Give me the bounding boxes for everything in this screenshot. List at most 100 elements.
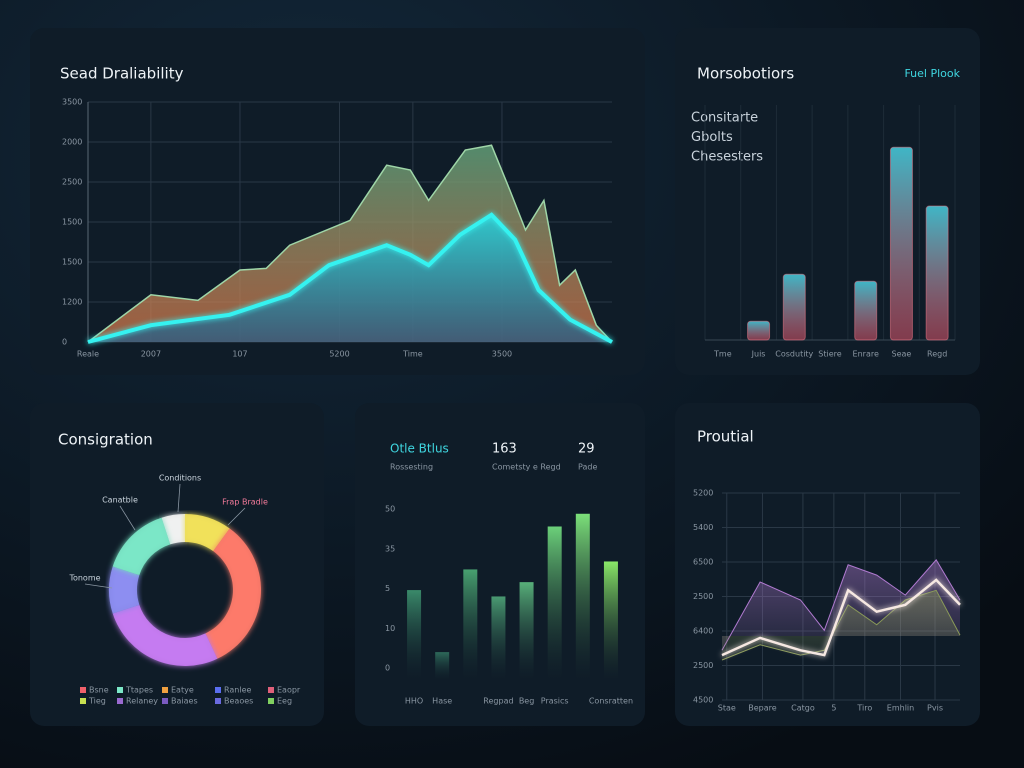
donut-segment <box>112 604 218 666</box>
legend-label: Tieg <box>88 697 106 706</box>
bar <box>575 513 590 680</box>
bar <box>603 561 618 680</box>
panel <box>355 403 645 726</box>
annotation: Conditions <box>159 474 201 483</box>
x-tick-label: HHO <box>405 697 423 706</box>
x-tick-label: 3500 <box>492 350 512 359</box>
legend-swatch <box>268 698 274 704</box>
series-line <box>721 578 961 657</box>
x-tick-label: Bepare <box>748 704 777 713</box>
x-tick-label: Cosdutity <box>775 350 813 359</box>
x-tick-label: 5 <box>831 704 836 713</box>
y-tick-label: 3500 <box>62 98 82 107</box>
x-tick-label: Tiro <box>856 704 872 713</box>
bar <box>747 320 771 341</box>
x-tick-label: Time <box>402 350 423 359</box>
y-tick-label: 4500 <box>693 696 713 705</box>
series-line <box>721 589 961 661</box>
chart-subtitle: Fuel Plook <box>904 67 960 80</box>
legend-label: Relaney <box>126 697 158 706</box>
y-tick-label: 0 <box>62 338 67 347</box>
legend-swatch <box>117 687 123 693</box>
y-tick-label: 6400 <box>693 627 713 636</box>
chart-title: Proutial <box>697 428 754 446</box>
legend-label: Baiaes <box>171 697 198 706</box>
y-tick-label: 2500 <box>693 592 713 601</box>
legend-label: Chesesters <box>691 150 763 165</box>
x-tick-label: 2007 <box>141 350 161 359</box>
legend-label: Ranlee <box>224 686 252 695</box>
series-line <box>87 144 613 343</box>
x-tick-label: 107 <box>232 350 247 359</box>
bar <box>519 582 534 680</box>
panel <box>30 403 324 726</box>
y-tick-label: 2000 <box>62 138 82 147</box>
bar <box>463 569 478 680</box>
kpi-sub: Rossesting <box>390 463 433 472</box>
kpi-sub: Cometsty e Regd <box>492 463 561 472</box>
annotation: Tonome <box>68 574 100 583</box>
x-tick-label: Beg <box>519 697 535 706</box>
chart-title: Morsobotiors <box>697 65 794 83</box>
donut-segment <box>205 528 261 659</box>
y-tick-label: 50 <box>385 505 395 514</box>
x-tick-label: Enrare <box>853 350 879 359</box>
legend-label: Gbolts <box>691 130 733 145</box>
x-tick-label: 5200 <box>329 350 349 359</box>
donut-segment <box>109 566 140 614</box>
x-tick-label: Prasics <box>541 697 569 706</box>
legend-swatch <box>162 687 168 693</box>
x-tick-label: Tme <box>713 350 732 359</box>
legend-label: Eeg <box>277 697 292 706</box>
kpi-sub: Pade <box>578 463 597 472</box>
x-tick-label: Reale <box>77 350 99 359</box>
x-tick-label: Stae <box>718 704 736 713</box>
legend-swatch <box>215 687 221 693</box>
bar <box>889 146 913 341</box>
legend-swatch <box>80 687 86 693</box>
bar <box>547 526 562 680</box>
legend-swatch <box>268 687 274 693</box>
kpi-label: Otle Btlus <box>390 442 449 456</box>
legend-label: Eatye <box>171 686 194 695</box>
y-tick-label: 1200 <box>62 298 82 307</box>
legend-swatch <box>80 698 86 704</box>
donut-segment <box>112 517 171 576</box>
x-tick-label: Consratten <box>589 697 633 706</box>
kpi-value: 29 <box>578 442 595 457</box>
x-tick-label: Pvis <box>927 704 943 713</box>
bar <box>435 652 450 680</box>
y-tick-label: 5200 <box>693 489 713 498</box>
chart-title: Sead Draliability <box>60 65 184 83</box>
annotation: Canatble <box>102 496 138 505</box>
x-tick-label: Emhlin <box>887 704 914 713</box>
bar <box>491 596 506 680</box>
bar <box>407 590 422 680</box>
x-tick-label: Stiere <box>818 350 841 359</box>
donut-segment <box>161 514 185 545</box>
y-tick-label: 5 <box>385 584 390 593</box>
bar <box>854 280 878 341</box>
area-fill <box>722 590 960 660</box>
y-tick-label: 1500 <box>62 258 82 267</box>
y-tick-label: 10 <box>385 624 395 633</box>
y-tick-label: 2500 <box>693 661 713 670</box>
legend-label: Bsne <box>89 686 109 695</box>
y-tick-label: 5400 <box>693 523 713 532</box>
x-tick-label: Juis <box>751 350 766 359</box>
y-tick-label: 35 <box>385 544 395 553</box>
legend-swatch <box>215 698 221 704</box>
series-line <box>721 559 961 651</box>
legend-label: Ttapes <box>125 686 153 695</box>
bar <box>925 205 949 341</box>
y-tick-label: 1500 <box>62 218 82 227</box>
chart-title: Consigration <box>58 431 153 449</box>
x-tick-label: Regd <box>927 350 947 359</box>
legend-swatch <box>162 698 168 704</box>
y-tick-label: 0 <box>385 664 390 673</box>
bar <box>782 273 806 341</box>
kpi-value: 163 <box>492 442 517 457</box>
legend-swatch <box>117 698 123 704</box>
